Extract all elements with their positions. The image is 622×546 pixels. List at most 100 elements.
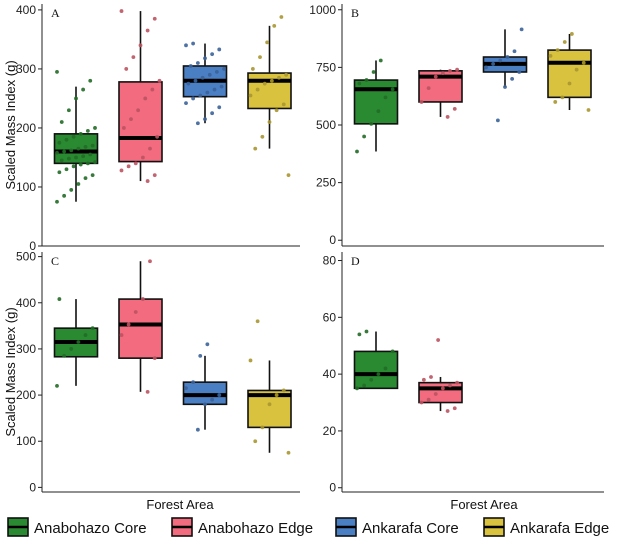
legend-label: Ankarafa Core	[362, 520, 459, 537]
data-point	[517, 70, 522, 74]
data-point	[126, 164, 131, 169]
y-tick-label: 0	[29, 239, 36, 253]
data-point	[491, 62, 496, 66]
data-point	[93, 160, 97, 165]
data-point	[222, 67, 226, 71]
data-point	[140, 155, 145, 160]
box-anabohazo-edge	[118, 9, 163, 183]
data-point	[195, 61, 200, 65]
data-point	[214, 69, 219, 74]
data-point	[378, 58, 383, 63]
data-point	[55, 199, 59, 204]
y-axis-title-bottom: Scaled Mass Index (g)	[3, 307, 18, 436]
panel-label: C	[51, 254, 59, 268]
data-point	[284, 72, 289, 77]
legend-item-ankarafa-edge: Ankarafa Edge	[483, 517, 609, 537]
data-point	[581, 60, 586, 65]
data-point	[207, 72, 212, 77]
data-point	[133, 310, 138, 314]
data-point	[433, 74, 438, 79]
data-point	[274, 108, 279, 113]
y-tick-label: 100	[16, 180, 36, 194]
y-tick-label: 80	[323, 254, 337, 268]
data-point	[383, 95, 388, 100]
data-point	[148, 146, 152, 151]
data-point	[155, 134, 160, 139]
data-point	[59, 120, 64, 124]
data-point	[505, 55, 510, 59]
box-anabohazo-core	[353, 329, 399, 391]
data-point	[119, 168, 124, 173]
panel-label: B	[351, 6, 359, 20]
data-point	[553, 100, 558, 104]
y-tick-label: 400	[16, 3, 36, 17]
data-point	[131, 55, 136, 60]
legend-label: Anabohazo Core	[34, 520, 147, 537]
data-point	[426, 397, 431, 402]
data-point	[253, 439, 258, 444]
data-point	[83, 176, 88, 181]
data-point	[355, 149, 359, 154]
data-point	[69, 347, 74, 351]
data-point	[445, 409, 450, 413]
data-point	[148, 259, 152, 264]
data-point	[124, 67, 129, 71]
y-tick-label: 200	[16, 388, 36, 402]
data-point	[498, 58, 503, 63]
data-point	[519, 27, 524, 32]
data-point	[205, 90, 210, 95]
data-point	[286, 450, 291, 455]
data-point	[90, 173, 95, 178]
data-point	[267, 402, 272, 407]
data-point	[191, 96, 196, 101]
data-point	[455, 380, 460, 385]
box-anabohazo-core	[53, 297, 99, 388]
data-point	[93, 126, 97, 130]
data-point	[203, 402, 207, 407]
y-tick-label: 500	[316, 118, 336, 132]
data-point	[272, 23, 277, 28]
data-point	[143, 96, 148, 101]
legend-label: Anabohazo Edge	[198, 520, 313, 537]
data-point	[419, 100, 424, 104]
legend-label: Ankarafa Edge	[510, 520, 609, 537]
x-axis-title-left: Forest Area	[146, 497, 214, 512]
data-point	[421, 377, 426, 382]
data-point	[66, 156, 71, 161]
data-point	[69, 148, 74, 153]
data-point	[195, 121, 200, 126]
data-point	[369, 377, 374, 382]
box-anabohazo-edge	[418, 338, 463, 413]
data-point	[203, 117, 207, 121]
data-point	[376, 109, 381, 114]
data-point	[445, 115, 450, 119]
box-ankarafa-core	[482, 27, 528, 123]
data-point	[560, 95, 565, 100]
box-iqr	[353, 79, 399, 125]
data-point	[184, 43, 188, 48]
data-point	[448, 68, 452, 73]
data-point	[260, 134, 265, 139]
data-point	[129, 117, 133, 121]
panel-label: A	[51, 6, 60, 20]
data-point	[62, 149, 67, 154]
box-ankarafa-core	[182, 342, 228, 432]
data-point	[76, 340, 81, 344]
data-point	[281, 102, 286, 107]
data-point	[184, 101, 188, 106]
data-point	[217, 47, 222, 52]
data-point	[503, 85, 507, 89]
data-point	[133, 161, 138, 166]
data-point	[55, 69, 59, 74]
data-point	[152, 356, 157, 361]
y-tick-label: 1000	[309, 3, 336, 17]
data-point	[248, 93, 253, 98]
data-point	[90, 143, 95, 148]
data-point	[250, 67, 255, 71]
box-iqr	[547, 49, 592, 99]
data-point	[195, 427, 200, 432]
data-point	[562, 40, 567, 44]
data-point	[448, 383, 452, 388]
